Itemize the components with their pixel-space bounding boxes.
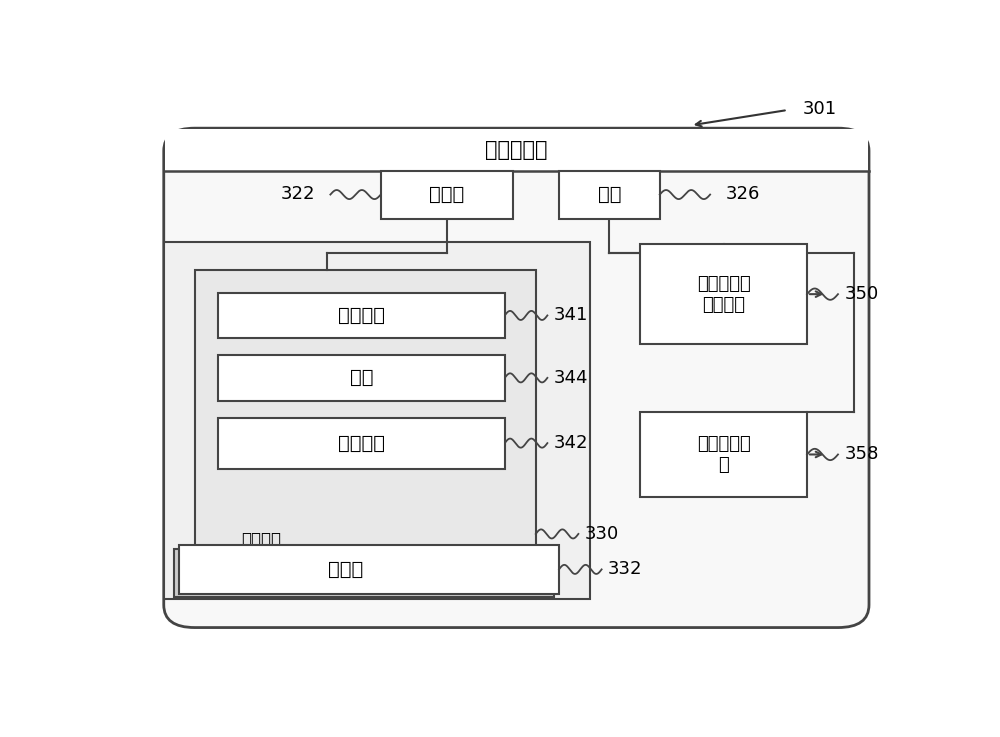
Text: 计算机设备: 计算机设备 xyxy=(485,140,548,160)
Bar xyxy=(640,245,807,343)
Text: 326: 326 xyxy=(726,185,760,203)
Text: 358: 358 xyxy=(844,445,879,464)
Text: 存储介质: 存储介质 xyxy=(241,531,281,548)
Bar xyxy=(218,418,505,469)
Text: 数据: 数据 xyxy=(350,368,373,388)
Bar xyxy=(218,355,505,401)
Text: 341: 341 xyxy=(554,307,588,324)
Text: 存储器: 存储器 xyxy=(328,560,364,579)
Bar xyxy=(559,171,660,219)
Text: 处理器: 处理器 xyxy=(429,185,464,204)
Text: 342: 342 xyxy=(554,434,588,452)
Text: 332: 332 xyxy=(608,560,642,579)
Bar xyxy=(195,270,536,553)
Bar xyxy=(165,129,868,171)
Bar xyxy=(640,412,807,497)
Bar xyxy=(381,171,512,219)
FancyBboxPatch shape xyxy=(164,128,869,628)
Text: 330: 330 xyxy=(585,525,619,543)
Bar xyxy=(218,293,505,338)
Bar xyxy=(164,242,590,599)
Text: 322: 322 xyxy=(280,185,315,203)
Bar xyxy=(174,549,554,598)
Bar xyxy=(179,545,559,593)
Text: 有线或无线
网络接口: 有线或无线 网络接口 xyxy=(697,275,751,313)
Text: 操作系统: 操作系统 xyxy=(338,306,385,325)
Text: 344: 344 xyxy=(554,368,588,387)
Text: 350: 350 xyxy=(844,285,878,303)
Text: 301: 301 xyxy=(803,100,837,119)
Text: 电源: 电源 xyxy=(598,185,621,204)
Text: 应用程序: 应用程序 xyxy=(338,433,385,453)
Text: 输入输出接
口: 输入输出接 口 xyxy=(697,435,751,474)
